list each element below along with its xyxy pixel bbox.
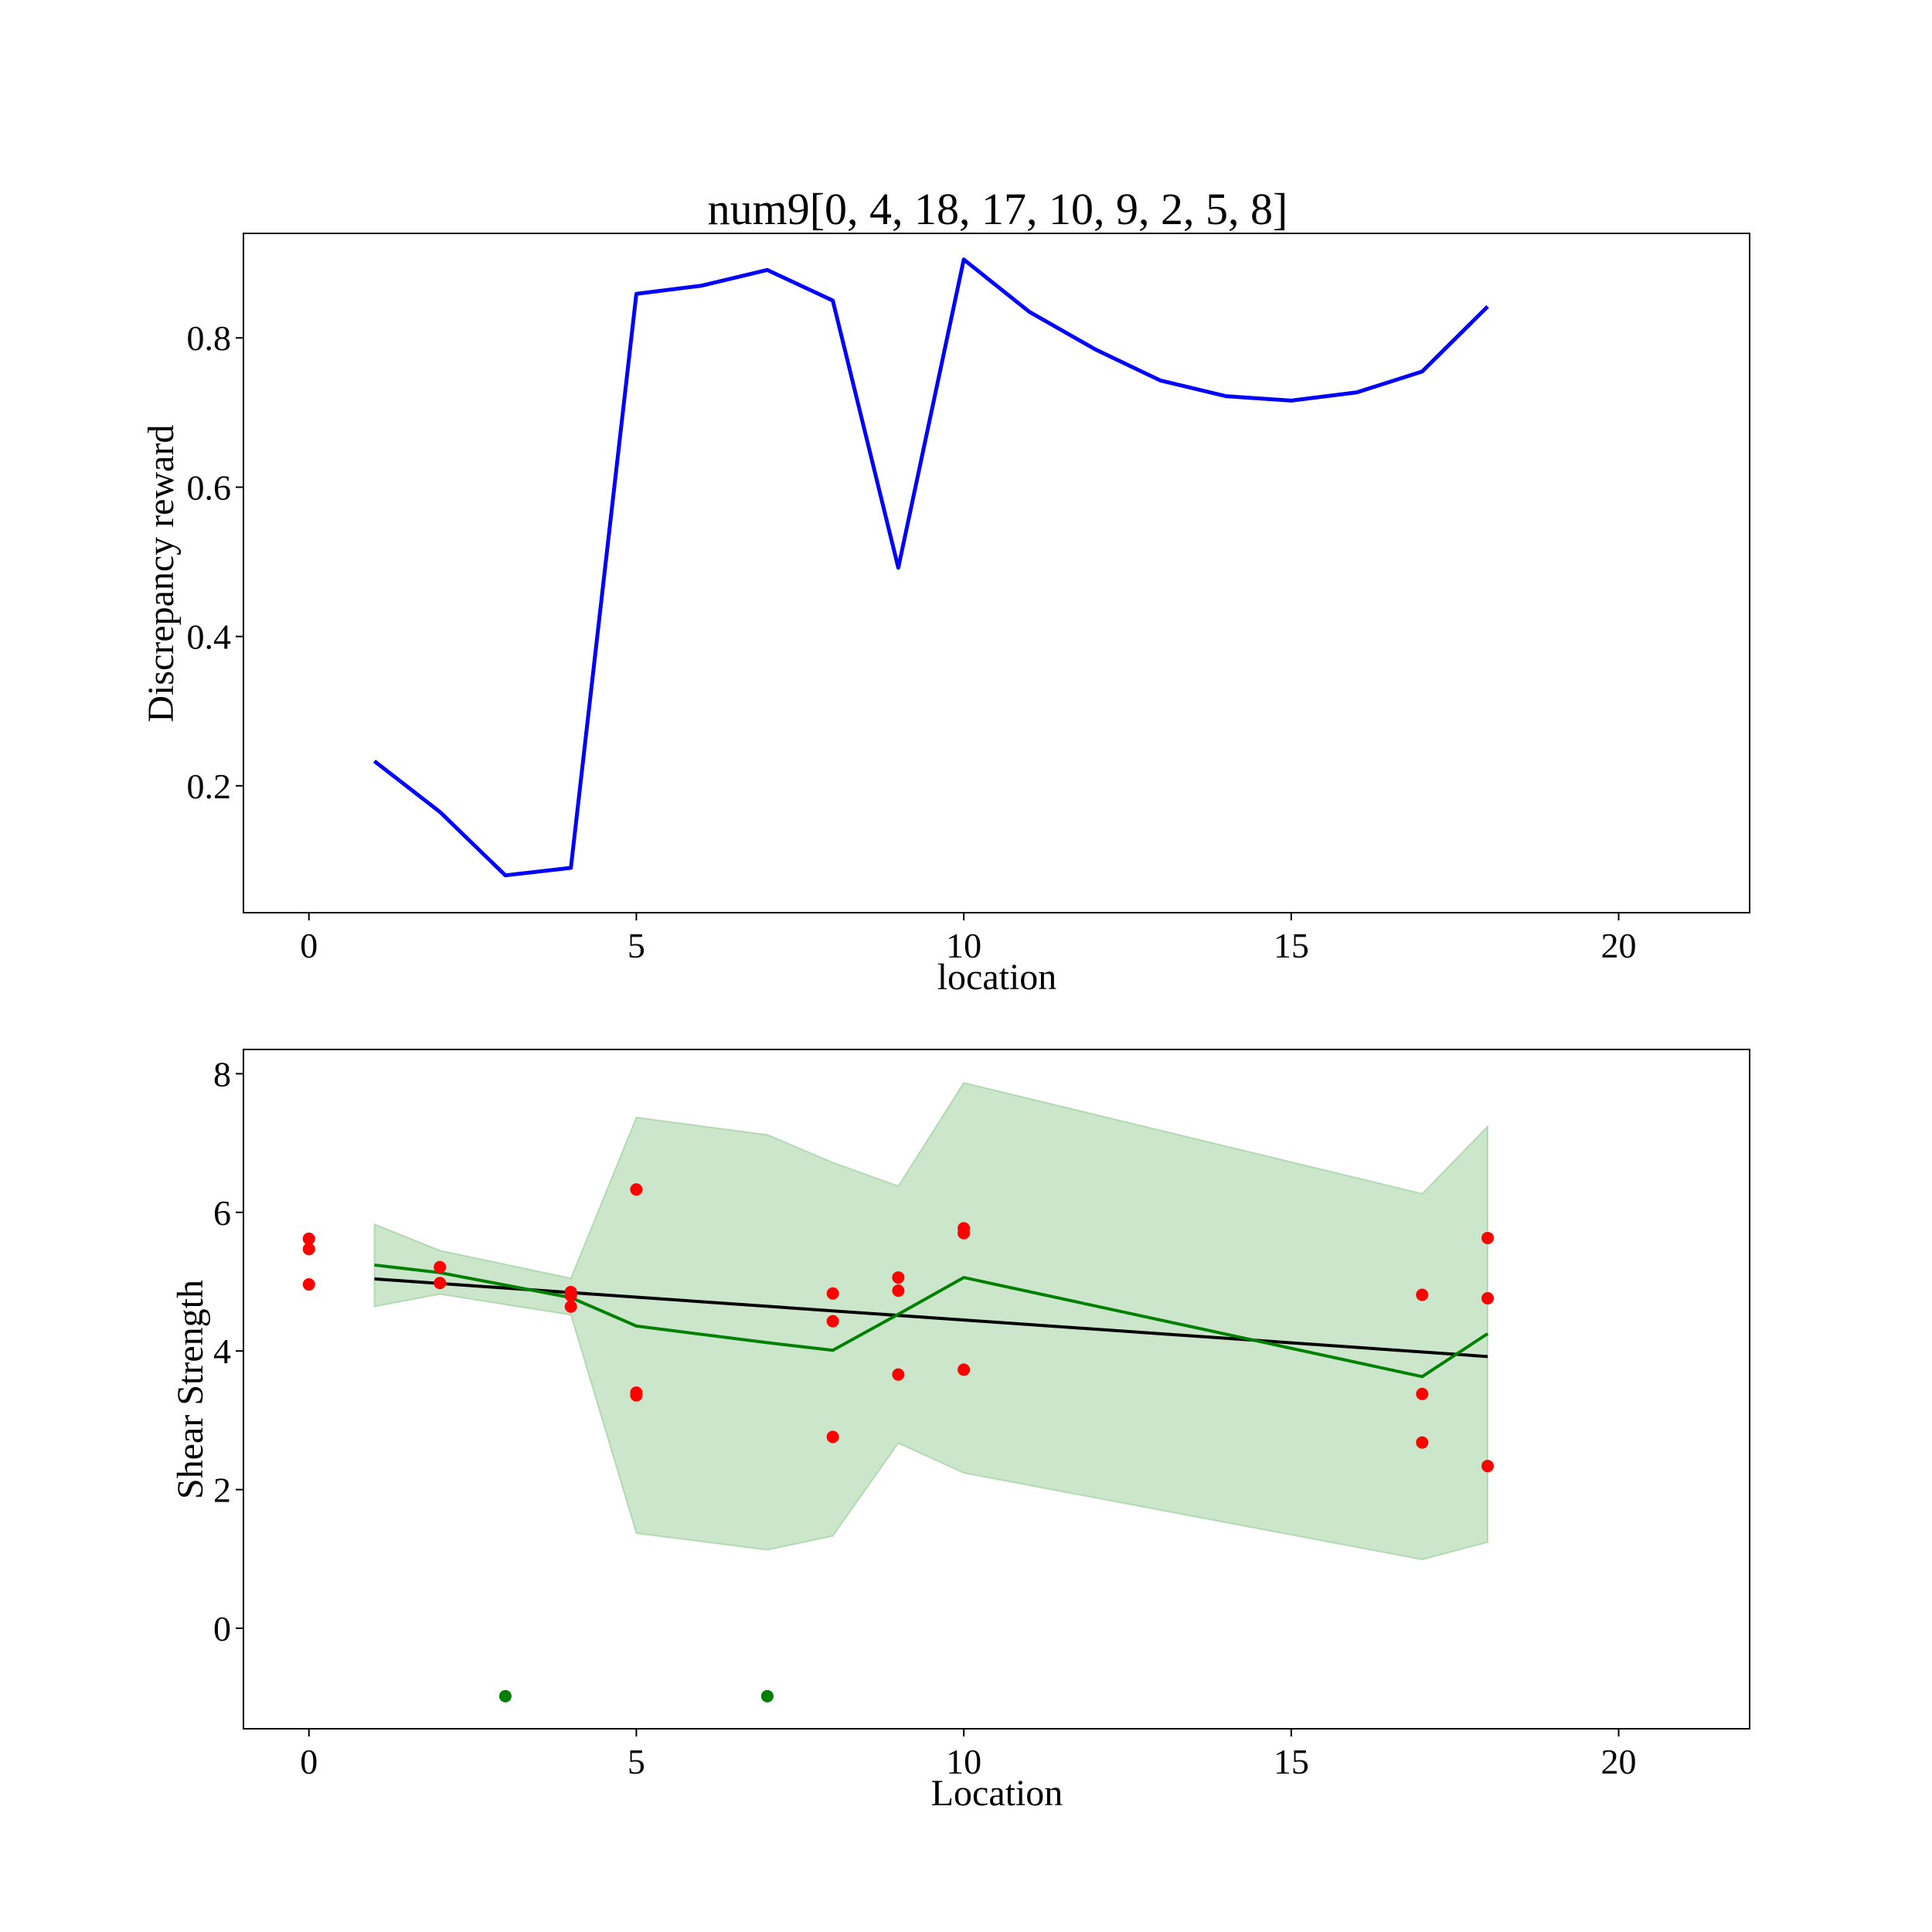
observed-point (630, 1183, 643, 1196)
reward-chart-ytick-label: 0.2 (187, 767, 232, 806)
reward-chart: num9[0, 4, 18, 17, 10, 9, 2, 5, 8] 0 5 10 1… (141, 184, 1750, 998)
shear-chart-xtick-label: 20 (1601, 1742, 1637, 1781)
reward-chart-marks (372, 257, 1489, 878)
shear-chart-ytick-label: 6 (213, 1193, 231, 1233)
reward-chart-xtick-label: 15 (1274, 926, 1309, 965)
observed-point (630, 1389, 643, 1402)
shear-chart-ylabel: Shear Strength (170, 1280, 211, 1499)
observed-point (892, 1284, 905, 1298)
reward-chart-xtick-label: 20 (1601, 926, 1637, 965)
observed-point (1481, 1460, 1495, 1473)
selected-point (498, 1689, 512, 1702)
mean-line (374, 1263, 1489, 1379)
reward-chart-xtick-label: 0 (300, 926, 318, 965)
shear-chart-ytick-label: 8 (213, 1054, 231, 1094)
shear-chart-xtick-label: 0 (300, 1742, 318, 1781)
reward-chart-ytick-label: 0.6 (187, 468, 232, 507)
reward-chart-ylabel: Discrepancy reward (141, 424, 182, 722)
observed-point (892, 1368, 905, 1381)
reward-chart-frame (243, 233, 1750, 913)
observed-point (826, 1315, 839, 1328)
shear-chart-ytick-label: 4 (213, 1332, 231, 1371)
observed-point (957, 1226, 971, 1240)
shear-chart: 0 5 10 15 20 0 2 4 6 8 Location Shear Strength (170, 1049, 1750, 1814)
reward-chart-xtick-label: 10 (946, 926, 981, 965)
observed-point (826, 1430, 839, 1444)
trend-line (374, 1277, 1488, 1359)
shear-chart-xtick-label: 5 (628, 1742, 645, 1781)
reward-chart-ytick-label: 0.4 (187, 617, 232, 657)
observed-point (1481, 1231, 1495, 1244)
shear-chart-ytick-label: 0 (213, 1609, 231, 1648)
shear-chart-xtick-label: 15 (1274, 1742, 1309, 1781)
reward-chart-xtick-label: 5 (628, 926, 645, 965)
observed-point (434, 1260, 447, 1274)
shear-chart-ticks: 0 5 10 15 20 0 2 4 6 8 (213, 1054, 1637, 1781)
reward-chart-title: num9[0, 4, 18, 17, 10, 9, 2, 5, 8] (708, 184, 1288, 234)
observed-point (826, 1287, 839, 1300)
observed-point (302, 1243, 315, 1256)
observed-point (892, 1271, 905, 1284)
observed-point (1416, 1288, 1429, 1301)
shear-chart-frame (243, 1049, 1750, 1730)
shear-chart-marks (302, 1081, 1495, 1702)
reward-series-line (372, 257, 1489, 878)
confidence-band (373, 1081, 1489, 1561)
shear-chart-xtick-label: 10 (946, 1742, 981, 1781)
selected-point (760, 1689, 774, 1702)
observed-point (302, 1232, 315, 1245)
shear-chart-ytick-label: 2 (213, 1471, 231, 1510)
reward-chart-ticks: 0 5 10 15 20 0.2 0.4 0.6 0.8 (187, 318, 1637, 965)
observed-point (564, 1300, 577, 1313)
observed-point (1416, 1436, 1429, 1449)
reward-chart-xlabel: location (937, 957, 1057, 998)
observed-point (434, 1277, 447, 1290)
shear-chart-xlabel: Location (931, 1773, 1063, 1814)
observed-point (1481, 1292, 1495, 1305)
observed-point (957, 1363, 971, 1376)
observed-point (1416, 1387, 1429, 1400)
observed-point (302, 1278, 315, 1291)
reward-chart-ytick-label: 0.8 (187, 318, 232, 358)
observed-point (564, 1289, 577, 1302)
